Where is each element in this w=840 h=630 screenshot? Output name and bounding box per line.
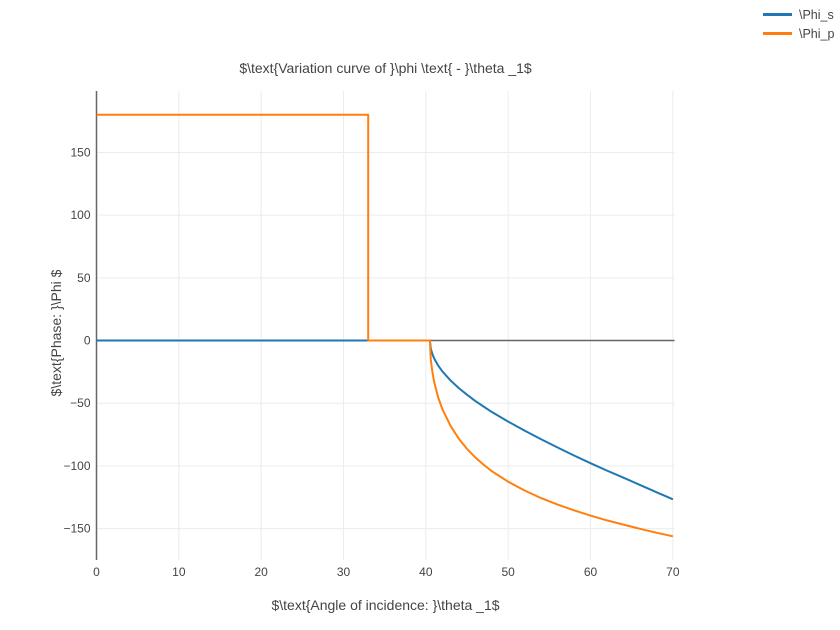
legend-line-sample bbox=[763, 13, 792, 16]
y-axis-title: $\text{Phase: }\Phi $ bbox=[48, 269, 64, 397]
x-tick-label: 20 bbox=[254, 565, 268, 579]
y-tick-label: 150 bbox=[70, 145, 90, 159]
chart-title: $\text{Variation curve of }\phi \text{ -… bbox=[239, 60, 532, 76]
x-tick-label: 40 bbox=[419, 565, 433, 579]
x-tick-label: 10 bbox=[172, 565, 186, 579]
series-curve-0 bbox=[96, 339, 674, 501]
x-axis-title: $\text{Angle of incidence: }\theta _1$ bbox=[271, 597, 500, 613]
legend-label-phi-s: \Phi_s bbox=[799, 7, 834, 22]
y-tick-label: −100 bbox=[63, 459, 90, 473]
legend-item-phi-p[interactable]: \Phi_p bbox=[763, 24, 834, 43]
x-tick-label: 70 bbox=[666, 565, 680, 579]
legend-item-phi-s[interactable]: \Phi_s bbox=[763, 5, 834, 24]
legend-label-phi-p: \Phi_p bbox=[799, 26, 835, 41]
y-tick-label: −150 bbox=[63, 522, 90, 536]
x-tick-label: 30 bbox=[337, 565, 351, 579]
y-tick-label: −50 bbox=[70, 396, 91, 410]
series-curve-1 bbox=[96, 113, 674, 538]
x-tick-label: 60 bbox=[584, 565, 598, 579]
legend-line-sample bbox=[763, 32, 792, 35]
y-tick-label: 100 bbox=[70, 208, 90, 222]
x-tick-label: 50 bbox=[502, 565, 516, 579]
legend: \Phi_s \Phi_p bbox=[763, 5, 834, 43]
y-tick-label: 50 bbox=[77, 271, 91, 285]
y-tick-label: 0 bbox=[84, 334, 91, 348]
x-tick-label: 0 bbox=[93, 565, 100, 579]
